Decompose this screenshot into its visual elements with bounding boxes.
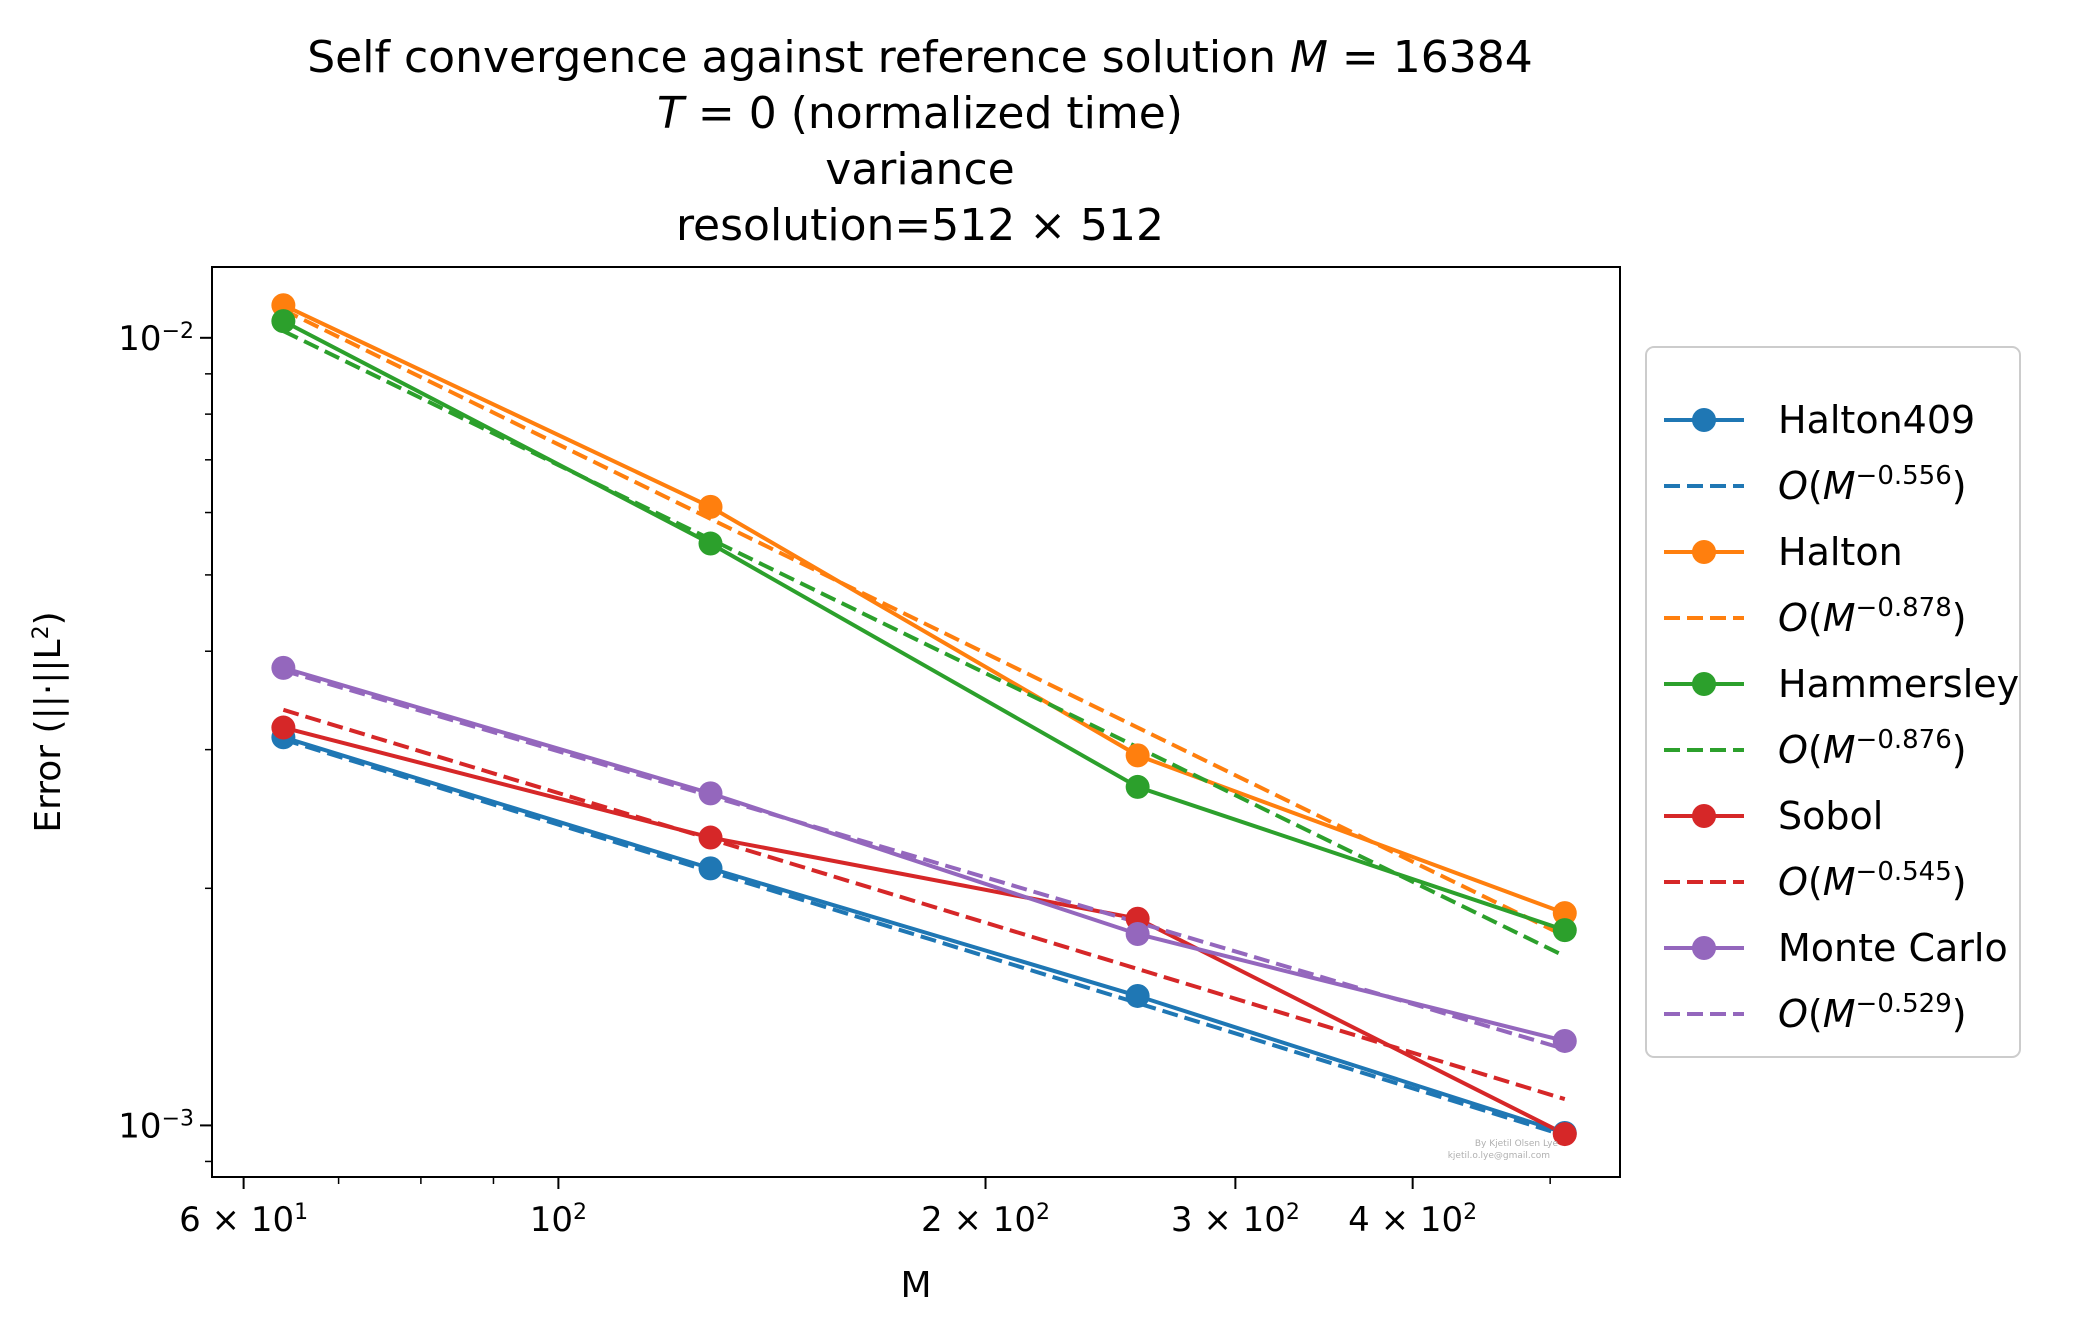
plot-lines xyxy=(282,303,1566,1138)
x-tick-label: 3 × 102 xyxy=(1171,1200,1300,1241)
data-point-monte-carlo xyxy=(271,655,296,680)
legend-marker xyxy=(1692,672,1716,696)
legend-fit-label: O(M−0.556) xyxy=(1778,461,1967,508)
data-point-sobol xyxy=(1552,1122,1577,1147)
series-line-hammersley xyxy=(282,319,1566,933)
x-tick-label: 2 × 102 xyxy=(921,1200,1050,1241)
data-point-sobol xyxy=(698,825,723,850)
legend-entry-fit-halton409: O(M−0.556) xyxy=(1664,461,1967,508)
legend-entry-halton409: Halton409 xyxy=(1664,398,1975,442)
data-point-monte-carlo xyxy=(1125,921,1150,946)
data-point-halton xyxy=(1125,743,1150,768)
chart-title-line-3: variance xyxy=(825,144,1014,195)
x-tick-label: 4 × 102 xyxy=(1348,1200,1477,1241)
data-point-monte-carlo xyxy=(698,781,723,806)
chart-title-line-2: T = 0 (normalized time) xyxy=(657,88,1183,139)
plot-area xyxy=(211,266,1621,1178)
series-line-sobol xyxy=(282,725,1566,1136)
data-point-sobol xyxy=(271,715,296,740)
legend-label: Hammersley xyxy=(1778,662,2019,706)
legend-entry-sobol: Sobol xyxy=(1664,794,1883,838)
y-axis: 10−3 10−2 xyxy=(118,318,212,1163)
x-axis-label: M xyxy=(900,1265,931,1306)
legend-entry-fit-halton: O(M−0.878) xyxy=(1664,593,1967,640)
x-axis: 6 × 101 102 2 × 102 3 × 102 4 × 102 xyxy=(179,1177,1551,1241)
fit-line-halton409 xyxy=(282,737,1566,1138)
fit-line-halton xyxy=(282,308,1566,938)
chart-title-line-4: resolution=512 × 512 xyxy=(676,200,1164,251)
legend-label: Halton xyxy=(1778,530,1903,574)
legend-fit-label: O(M−0.876) xyxy=(1778,725,1967,772)
legend-marker xyxy=(1692,936,1716,960)
legend-entry-monte-carlo: Monte Carlo xyxy=(1664,926,2008,970)
watermark-line-2: kjetil.o.lye@gmail.com xyxy=(1448,1151,1550,1161)
watermark-line-1: By Kjetil Olsen Lye xyxy=(1475,1139,1559,1149)
legend-marker xyxy=(1692,540,1716,564)
legend-entry-fit-sobol: O(M−0.545) xyxy=(1664,857,1967,904)
data-point-halton409 xyxy=(698,856,723,881)
y-tick-label: 10−3 xyxy=(118,1106,194,1147)
watermark: By Kjetil Olsen Lye kjetil.o.lye@gmail.c… xyxy=(1448,1139,1559,1161)
fit-line-sobol xyxy=(282,707,1566,1101)
legend-entry-hammersley: Hammersley xyxy=(1664,662,2019,706)
data-point-hammersley xyxy=(1125,774,1150,799)
legend: Halton409 O(M−0.556) Halton O(M−0.878) Hamme… xyxy=(1645,346,2021,1058)
y-axis-label: Error (||·||L2) xyxy=(28,611,69,832)
data-point-halton xyxy=(698,494,723,519)
data-point-monte-carlo xyxy=(1552,1028,1577,1053)
data-point-hammersley xyxy=(271,309,296,334)
legend-fit-label: O(M−0.545) xyxy=(1778,857,1967,904)
legend-marker xyxy=(1692,408,1716,432)
legend-label: Sobol xyxy=(1778,794,1883,838)
series-line-halton xyxy=(282,303,1566,916)
data-point-hammersley xyxy=(698,531,723,556)
legend-label: Monte Carlo xyxy=(1778,926,2008,970)
legend-entry-fit-hammersley: O(M−0.876) xyxy=(1664,725,1967,772)
plot-markers xyxy=(271,293,1577,1147)
legend-fit-label: O(M−0.529) xyxy=(1778,989,1967,1036)
series-line-monte-carlo xyxy=(282,665,1566,1043)
data-point-halton409 xyxy=(1125,983,1150,1008)
legend-entry-fit-monte-carlo: O(M−0.529) xyxy=(1664,989,1967,1036)
chart-title: Self convergence against reference solut… xyxy=(307,32,1532,251)
chart-title-line-1: Self convergence against reference solut… xyxy=(307,32,1532,83)
x-tick-label: 102 xyxy=(530,1200,587,1241)
series-line-halton409 xyxy=(282,735,1566,1135)
y-tick-label: 10−2 xyxy=(118,318,194,359)
legend-marker xyxy=(1692,804,1716,828)
data-point-halton xyxy=(1552,901,1577,926)
legend-fit-label: O(M−0.878) xyxy=(1778,593,1967,640)
x-tick-label: 6 × 101 xyxy=(179,1200,308,1241)
fit-line-hammersley xyxy=(282,329,1566,958)
legend-box xyxy=(1645,346,2021,1058)
legend-entry-halton: Halton xyxy=(1664,530,1903,574)
data-point-hammersley xyxy=(1552,918,1577,943)
legend-label: Halton409 xyxy=(1778,398,1975,442)
